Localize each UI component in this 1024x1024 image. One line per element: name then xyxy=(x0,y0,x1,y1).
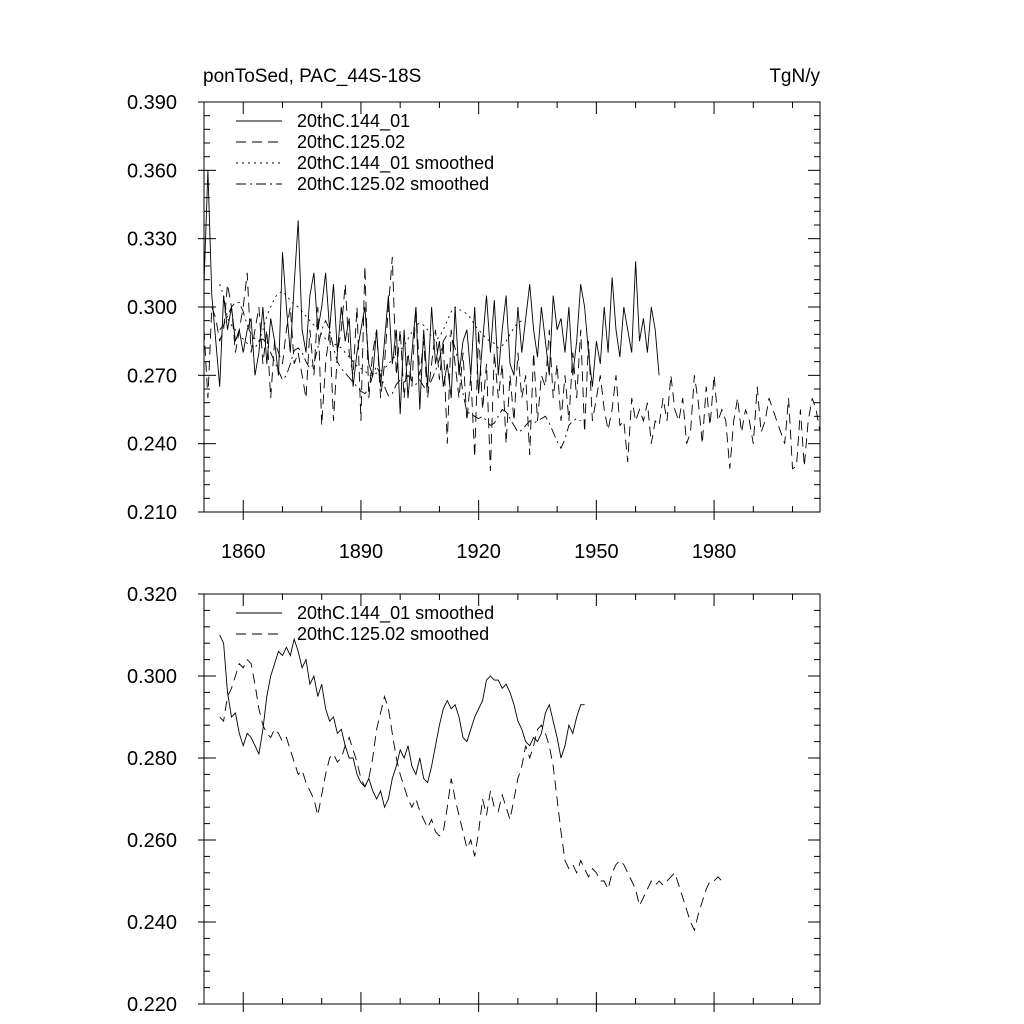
y-tick-label: 0.330 xyxy=(127,229,177,251)
series-line-1 xyxy=(204,256,820,472)
bottom-plot-frame xyxy=(203,593,821,1005)
x-tick-label: 1860 xyxy=(221,541,266,563)
x-tick-label: 1920 xyxy=(456,541,501,563)
top-title-left: ponToSed, PAC_44S-18S xyxy=(203,66,421,87)
legend-label: 20thC.144_01 smoothed xyxy=(297,153,494,174)
y-tick-label: 0.300 xyxy=(127,297,177,319)
top-series-group xyxy=(204,170,820,472)
series-line-0 xyxy=(204,170,660,415)
bottom-panel: 0.220 0.240 0.260 0.280 0.300 0.320 20thC.144… xyxy=(127,584,821,1016)
x-tick-label: 1980 xyxy=(692,541,737,563)
y-tick-label: 0.210 xyxy=(127,502,177,524)
bottom-axis-ticks: 0.220 0.240 0.260 0.280 0.300 0.320 xyxy=(127,584,820,1016)
legend-label: 20thC.144_01 smoothed xyxy=(297,603,494,624)
top-panel: ponToSed, PAC_44S-18S TgN/y 0.2100.2400.… xyxy=(127,66,821,563)
y-tick-label: 0.320 xyxy=(127,584,177,606)
series-line-1 xyxy=(219,658,723,932)
legend-label: 20thC.144_01 xyxy=(297,111,410,132)
y-tick-label: 0.260 xyxy=(127,830,177,852)
y-tick-label: 0.360 xyxy=(127,160,177,182)
x-tick-label: 1950 xyxy=(574,541,619,563)
y-tick-label: 0.280 xyxy=(127,748,177,770)
y-tick-label: 0.240 xyxy=(127,912,177,934)
legend-label: 20thC.125.02 smoothed xyxy=(297,174,489,194)
y-tick-label: 0.300 xyxy=(127,666,177,688)
y-tick-label: 0.240 xyxy=(127,434,177,456)
y-tick-label: 0.220 xyxy=(127,994,177,1016)
series-line-0 xyxy=(219,634,585,809)
top-axis-ticks: 0.210 0.240 0.270 0.300 0.330 0.360 0.390 1860 1… xyxy=(127,92,820,563)
top-plot-frame xyxy=(203,101,821,513)
bottom-series-group xyxy=(219,634,723,932)
legend-label: 20thC.125.02 smoothed xyxy=(297,624,489,644)
top-title-right: TgN/y xyxy=(769,66,820,87)
series-line-3 xyxy=(219,301,581,450)
x-tick-label: 1890 xyxy=(339,541,384,563)
legend-label: 20thC.125.02 xyxy=(297,132,405,152)
y-tick-label: 0.270 xyxy=(127,365,177,387)
y-tick-label: 0.390 xyxy=(127,92,177,114)
series-line-2 xyxy=(219,284,523,376)
